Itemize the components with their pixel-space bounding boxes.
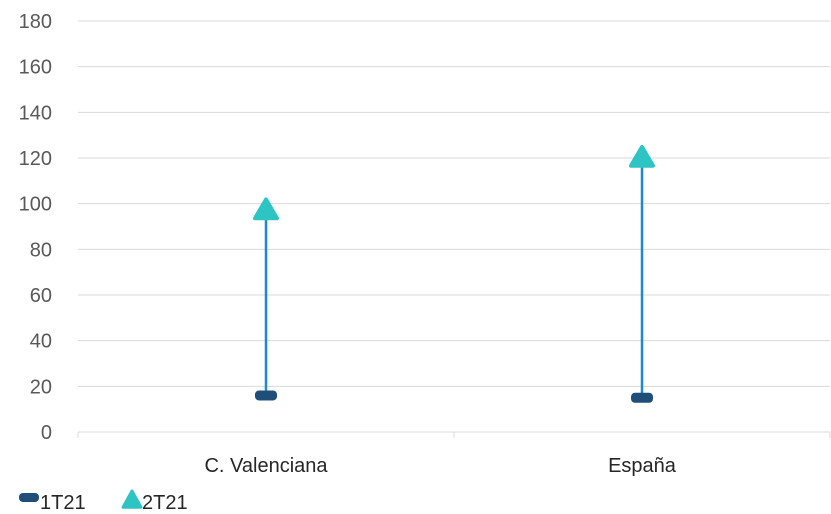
y-tick-label: 160 [19, 57, 52, 79]
x-axis: C. Valenciana España [77, 431, 831, 477]
y-tick-label: 100 [19, 194, 52, 216]
marker-2t21 [253, 197, 279, 221]
y-axis-ticks: 0 20 40 60 80 100 120 140 160 180 [19, 11, 52, 444]
y-tick-label: 40 [30, 331, 52, 353]
y-tick-label: 20 [30, 376, 52, 398]
markers [253, 145, 655, 403]
y-tick-label: 0 [41, 422, 52, 444]
legend-swatch-2t21 [121, 489, 143, 509]
y-tick-label: 120 [19, 148, 52, 170]
x-category-label: España [608, 455, 677, 477]
legend-label-1t21: 1T21 [40, 492, 86, 514]
gridlines [78, 20, 830, 387]
legend: 1T21 2T21 [19, 489, 188, 514]
y-tick-label: 80 [30, 239, 52, 261]
x-category-label: C. Valenciana [204, 455, 328, 477]
marker-2t21 [629, 145, 655, 168]
y-tick-label: 60 [30, 285, 52, 307]
y-tick-label: 180 [19, 11, 52, 33]
legend-label-2t21: 2T21 [142, 492, 188, 514]
marker-1t21 [255, 390, 277, 401]
legend-swatch-1t21 [19, 493, 39, 502]
marker-1t21 [631, 392, 653, 403]
connector-lines [264, 158, 644, 398]
y-tick-label: 140 [19, 102, 52, 124]
